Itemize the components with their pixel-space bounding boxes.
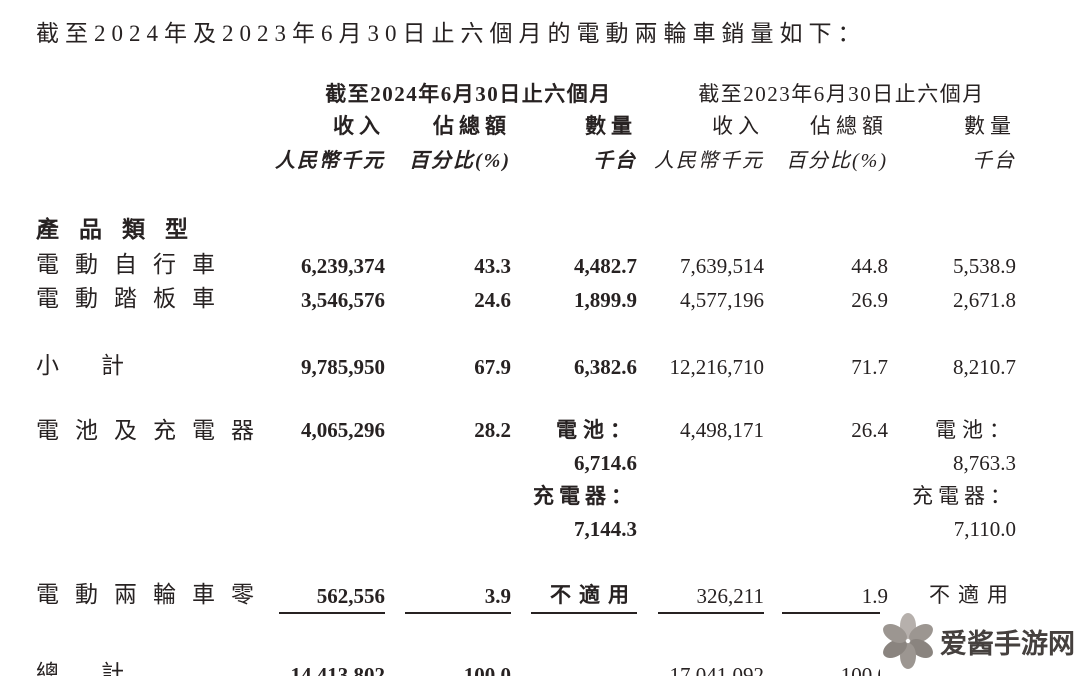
cell-qty-2024: 6,382.6 [574, 355, 637, 379]
cell-rev-2024: 14,413,802 [270, 647, 386, 676]
unit-share-2023: 百分比(%) [786, 150, 888, 172]
cell-pct-2023: 71.7 [851, 355, 888, 379]
header-quantity-2023: 數量 [964, 114, 1016, 138]
header-revenue-2024: 收入 [333, 114, 385, 138]
cell-qty-2024: 不適用 [511, 570, 637, 614]
unit-share-2024: 百分比(%) [409, 150, 511, 172]
table-row-battery-charger: 電池及充電器 4,065,296 28.2 電池： 6,714.6 充電器： 7… [0, 414, 1080, 546]
charger-qty-2023: 7,110.0 [953, 517, 1016, 541]
cell-pct-2024: 28.2 [474, 418, 511, 442]
cell-rev-2023: 4,577,196 [680, 288, 764, 312]
row-label: 總計 [36, 661, 166, 676]
unit-quantity-2023: 千台 [972, 150, 1016, 172]
units-row: 人民幣千元 百分比(%) 千台 人民幣千元 百分比(%) 千台 [0, 140, 1080, 173]
cell-rev-2024: 3,546,576 [301, 288, 385, 312]
header-revenue-2023: 收入 [712, 114, 764, 138]
cell-rev-2023: 12,216,710 [669, 355, 765, 379]
row-label: 電動踏板車 [36, 286, 231, 311]
cell-qty-2023: 2,671.8 [953, 288, 1016, 312]
cell-qty-2024: 電池： 6,714.6 充電器： 7,144.3 [511, 414, 637, 546]
row-label: 電池及充電器 [36, 418, 270, 443]
cell-qty-2024: – [511, 647, 638, 676]
cell-rev-2023: 7,639,514 [680, 254, 764, 278]
table-row-ebicycle: 電動自行車 6,239,374 43.3 4,482.7 7,639,514 4… [0, 244, 1080, 279]
cell-pct-2024: 3.9 [385, 570, 511, 614]
unit-revenue-2023: 人民幣千元 [654, 150, 764, 172]
section-header: 產品類型 [36, 217, 208, 242]
site-watermark: 爱酱手游网 [880, 606, 1080, 676]
header-share-2023: 佔總額 [810, 114, 888, 138]
cell-pct-2023: 100.0 [764, 647, 888, 676]
cell-pct-2024: 67.9 [474, 355, 511, 379]
column-header-row: 收入 佔總額 數量 收入 佔總額 數量 [0, 108, 1080, 140]
header-share-2024: 佔總額 [433, 114, 511, 138]
unit-quantity-2024: 千台 [593, 150, 637, 172]
period-header-row: 截至2024年6月30日止六個月 截至2023年6月30日止六個月 [0, 66, 1080, 108]
cell-qty-2024: 4,482.7 [574, 254, 637, 278]
cell-rev-2024: 6,239,374 [301, 254, 385, 278]
period-header-2023: 截至2023年6月30日止六個月 [698, 82, 985, 106]
cell-qty-2023: 電池： 8,763.3 充電器： 7,110.0 [888, 414, 1016, 546]
cell-pct-2023: 26.9 [851, 288, 888, 312]
cell-pct-2023: 26.4 [851, 418, 888, 442]
table-row-parts: 電動兩輪車零部件 562,556 3.9 不適用 326,211 1.9 不適用 [0, 570, 1080, 614]
cell-qty-2023: 5,538.9 [953, 254, 1016, 278]
charger-qty-2024: 7,144.3 [574, 517, 637, 541]
battery-qty-2023: 8,763.3 [953, 451, 1016, 475]
battery-label-2023: 電池： [935, 418, 1016, 442]
sales-table: 截至2024年6月30日止六個月 截至2023年6月30日止六個月 收入 佔總額… [0, 66, 1080, 676]
cell-qty-2023: 8,210.7 [953, 355, 1016, 379]
charger-label-2023: 充電器： [912, 484, 1016, 508]
table-row-total: 總計 14,413,802 100.0 – 17,041,092 100.0 [0, 647, 1080, 676]
cell-qty-2024: 1,899.9 [574, 288, 637, 312]
row-label: 電動兩輪車零部件 [36, 582, 270, 607]
section-header-row: 產品類型 [0, 210, 1080, 244]
header-quantity-2024: 數量 [585, 114, 637, 138]
flower-icon [883, 613, 933, 669]
watermark-text: 爱酱手游网 [940, 628, 1075, 659]
battery-qty-2024: 6,714.6 [574, 451, 637, 475]
cell-rev-2023: 4,498,171 [680, 418, 764, 442]
row-label: 小計 [36, 353, 166, 378]
page-title: 截至2024年及2023年6月30日止六個月的電動兩輪車銷量如下： [36, 21, 867, 46]
table-row-escooter: 電動踏板車 3,546,576 24.6 1,899.9 4,577,196 2… [0, 279, 1080, 313]
cell-pct-2024: 100.0 [385, 647, 511, 676]
cell-pct-2023: 1.9 [764, 570, 888, 614]
cell-pct-2023: 44.8 [851, 254, 888, 278]
cell-rev-2024: 562,556 [270, 570, 385, 614]
cell-pct-2024: 24.6 [474, 288, 511, 312]
row-label: 電動自行車 [36, 252, 231, 277]
table-row-subtotal: 小計 9,785,950 67.9 6,382.6 12,216,710 71.… [0, 346, 1080, 380]
cell-rev-2023: 326,211 [637, 570, 764, 614]
cell-rev-2024: 9,785,950 [301, 355, 385, 379]
cell-rev-2024: 4,065,296 [301, 418, 385, 442]
unit-revenue-2024: 人民幣千元 [275, 150, 385, 172]
cell-rev-2023: 17,041,092 [637, 647, 765, 676]
charger-label-2024: 充電器： [533, 484, 637, 508]
battery-label-2024: 電池： [556, 418, 637, 442]
period-header-2024: 截至2024年6月30日止六個月 [325, 82, 612, 106]
cell-pct-2024: 43.3 [474, 254, 511, 278]
